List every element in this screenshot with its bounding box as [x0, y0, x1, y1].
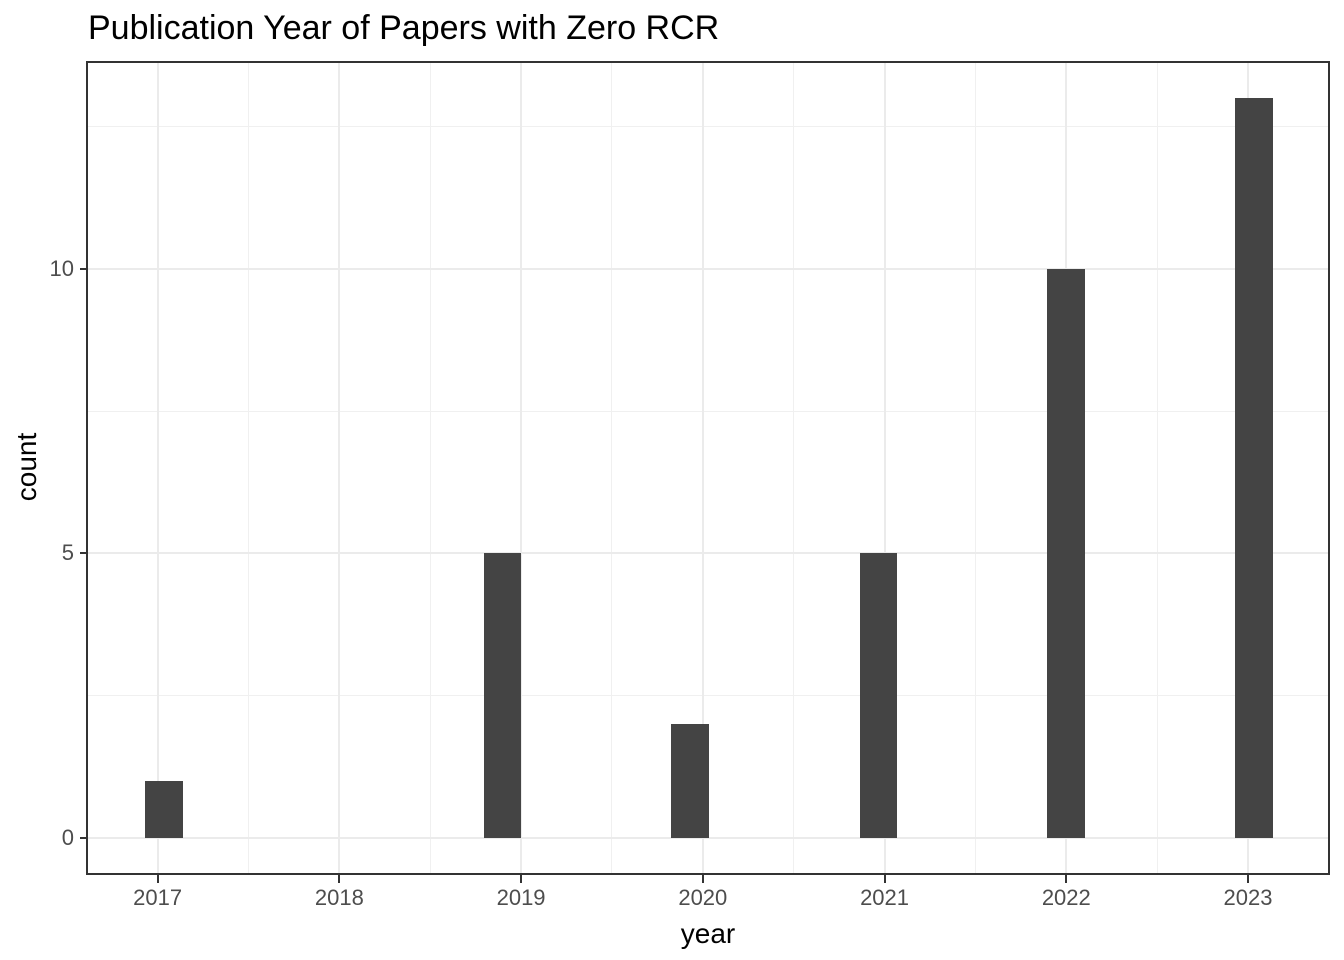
x-tick-mark	[520, 875, 523, 883]
x-tick-label: 2019	[496, 885, 546, 910]
x-tick-mark	[1065, 875, 1068, 883]
y-tick-mark	[80, 267, 88, 270]
grid-minor-v	[429, 63, 431, 873]
y-tick-mark	[80, 552, 88, 555]
grid-major-v	[520, 63, 523, 873]
grid-minor-v	[247, 63, 249, 873]
x-axis-title: year	[680, 918, 736, 949]
grid-minor-v	[793, 63, 795, 873]
x-tick-label: 2021	[860, 885, 910, 910]
y-axis-title: count	[11, 432, 42, 502]
y-tick-mark	[80, 837, 88, 839]
histogram-bar	[483, 553, 522, 838]
grid-minor-h	[88, 695, 1328, 697]
x-tick-mark	[338, 875, 341, 883]
histogram-bar	[144, 781, 183, 838]
chart-title: Publication Year of Papers with Zero RCR	[88, 9, 720, 47]
x-tick-mark	[156, 875, 159, 883]
y-tick-label: 5	[61, 540, 74, 566]
grid-major-v	[701, 63, 704, 873]
grid-minor-h	[88, 126, 1328, 128]
grid-major-v	[156, 63, 159, 873]
x-tick-label: 2018	[314, 885, 364, 910]
grid-major-h	[88, 267, 1328, 270]
histogram-bar	[1235, 98, 1273, 838]
x-tick-label: 2017	[133, 885, 183, 910]
histogram-bar	[859, 553, 898, 838]
grid-minor-v	[974, 63, 976, 873]
x-tick-mark	[1247, 875, 1250, 883]
grid-minor-h	[88, 410, 1328, 412]
histogram-bar	[671, 724, 710, 838]
y-tick-label: 10	[49, 255, 74, 281]
grid-major-v	[338, 63, 341, 873]
x-tick-mark	[883, 875, 886, 883]
grid-minor-v	[1156, 63, 1158, 873]
grid-major-h	[88, 837, 1328, 839]
x-tick-label: 2020	[678, 885, 728, 910]
y-tick-label: 0	[61, 825, 74, 850]
grid-major-v	[883, 63, 886, 873]
x-tick-mark	[701, 875, 704, 883]
plot-panel	[86, 61, 1330, 875]
grid-major-h	[88, 552, 1328, 555]
grid-minor-v	[611, 63, 613, 873]
histogram-bar	[1047, 268, 1086, 838]
x-tick-label: 2023	[1223, 885, 1273, 910]
x-tick-label: 2022	[1041, 885, 1091, 910]
